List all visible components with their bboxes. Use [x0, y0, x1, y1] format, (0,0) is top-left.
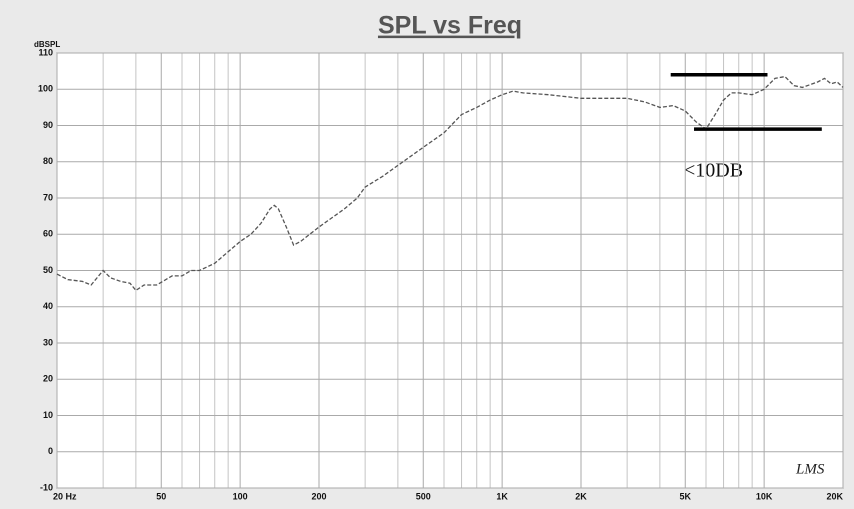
x-tick-label: 1K: [496, 491, 508, 501]
y-tick-label: 40: [43, 301, 53, 311]
y-tick-label: 110: [38, 47, 53, 57]
y-tick-label: 50: [43, 265, 53, 275]
y-tick-label: 90: [43, 120, 53, 130]
y-tick-label: 100: [38, 84, 53, 94]
y-tick-label: 60: [43, 229, 53, 239]
x-tick-label: 2K: [575, 491, 587, 501]
y-tick-label: 30: [43, 337, 53, 347]
y-tick-label: 0: [48, 446, 53, 456]
x-tick-label: 100: [233, 491, 248, 501]
watermark: LMS: [795, 461, 825, 477]
y-tick-label: -10: [40, 482, 53, 492]
chart-title: SPL vs Freq: [378, 12, 522, 40]
x-tick-label: 20K: [826, 491, 843, 501]
y-tick-label: 70: [43, 192, 53, 202]
x-tick-label: 50: [156, 491, 166, 501]
y-axis-label: dBSPL: [34, 40, 60, 49]
x-tick-label: 5K: [680, 491, 692, 501]
x-tick-label: 10K: [756, 491, 773, 501]
x-tick-label: 500: [416, 491, 431, 501]
y-tick-label: 80: [43, 156, 53, 166]
annotation: <10DB: [684, 160, 743, 182]
line: [56, 75, 844, 292]
x-tick-label: 20 Hz: [53, 491, 77, 501]
x-tick-label: 200: [311, 491, 326, 501]
y-tick-label: 20: [43, 374, 53, 384]
y-tick-label: 10: [43, 410, 53, 420]
